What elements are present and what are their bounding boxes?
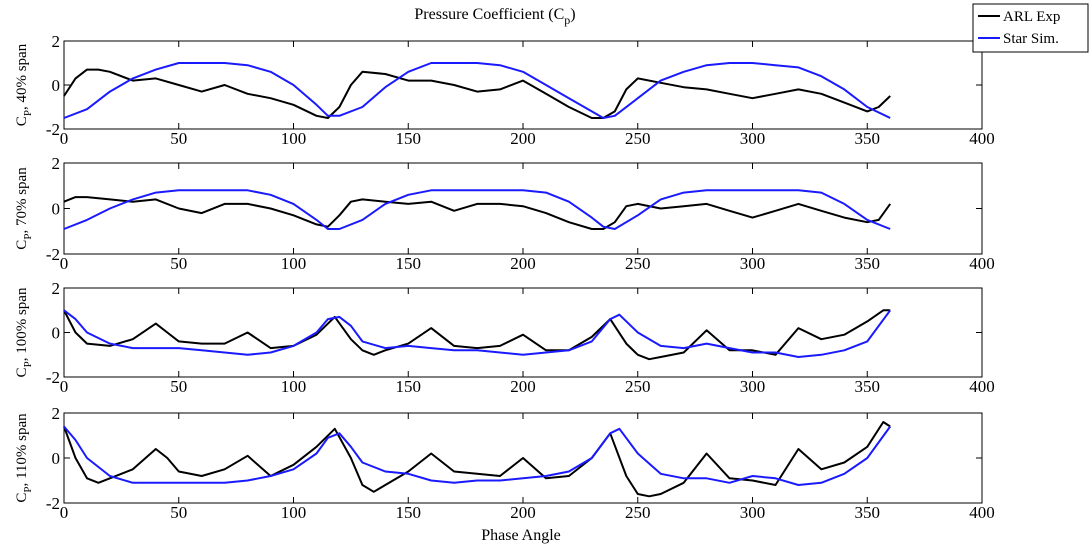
x-tick-label: 50 [170, 503, 187, 522]
legend: ARL Exp Star Sim. [972, 3, 1089, 53]
y-tick-label: -2 [46, 494, 60, 513]
title-main: Pressure Coefficient (C [414, 6, 564, 23]
x-tick-label: 350 [855, 377, 881, 396]
x-tick-label: 150 [396, 503, 422, 522]
y-label-subscript: P [22, 487, 34, 493]
legend-label-star-sim: Star Sim. [1003, 31, 1059, 47]
y-tick-label: 0 [52, 76, 61, 95]
y-label-rest: , 110% span [14, 413, 30, 487]
y-axis-label: CP, 70% span [14, 167, 34, 250]
x-tick-label: 50 [170, 254, 187, 273]
x-tick-label: 200 [510, 254, 536, 273]
y-tick-label: 2 [52, 154, 61, 173]
x-tick-label: 0 [60, 254, 69, 273]
x-tick-label: 0 [60, 503, 69, 522]
x-tick-label: 100 [281, 503, 307, 522]
x-tick-label: 200 [510, 377, 536, 396]
x-tick-label: 250 [625, 129, 651, 148]
series-line-arl-exp [63, 309, 891, 361]
x-tick-label: 50 [170, 129, 187, 148]
x-tick-label: 150 [396, 377, 422, 396]
x-tick-label: 300 [740, 129, 766, 148]
y-label-rest: , 70% span [14, 167, 30, 234]
x-tick-label: 350 [855, 129, 881, 148]
y-tick-label: -2 [46, 120, 60, 139]
legend-label-arl-exp: ARL Exp [1003, 9, 1060, 25]
y-axis-label: CP, 110% span [14, 413, 34, 503]
x-tick-label: 50 [170, 377, 187, 396]
x-tick-label: 350 [855, 503, 881, 522]
x-tick-label: 400 [969, 377, 995, 396]
x-tick-label: 100 [281, 377, 307, 396]
legend-box [972, 3, 1089, 53]
figure-title: Pressure Coefficient (Cp) [414, 6, 575, 27]
series-line-star-sim [63, 425, 892, 486]
x-tick-label: 200 [510, 129, 536, 148]
series-line-star-sim [63, 189, 891, 230]
x-tick-label: 400 [969, 129, 995, 148]
y-label-rest: , 40% span [14, 43, 30, 110]
x-tick-label: 400 [969, 503, 995, 522]
y-label-main: C [14, 367, 30, 377]
x-tick-label: 300 [740, 377, 766, 396]
title-subscript: p [564, 13, 570, 27]
axes-frame [63, 40, 983, 130]
y-label-main: C [14, 493, 30, 503]
y-tick-label: -2 [46, 245, 60, 264]
series-line-star-sim [63, 309, 892, 358]
y-label-subscript: P [22, 234, 34, 240]
x-tick-label: 200 [510, 503, 536, 522]
x-tick-label: 100 [281, 129, 307, 148]
y-tick-label: 2 [52, 279, 61, 298]
axes-frame [63, 287, 983, 378]
axes-frame [63, 162, 983, 255]
y-tick-label: 0 [52, 324, 61, 343]
y-tick-label: 2 [52, 32, 61, 51]
x-tick-label: 150 [396, 254, 422, 273]
y-tick-label: 0 [52, 200, 61, 219]
x-tick-label: 350 [855, 254, 881, 273]
y-label-main: C [14, 240, 30, 250]
x-tick-label: 250 [625, 503, 651, 522]
series-line-arl-exp [63, 68, 891, 119]
x-tick-label: 150 [396, 129, 422, 148]
y-label-subscript: P [22, 361, 34, 367]
series-line-star-sim [63, 62, 891, 119]
y-axis-label: CP, 40% span [14, 43, 34, 126]
x-axis-label: Phase Angle [481, 527, 561, 544]
y-axis-label: CP, 100% span [14, 287, 34, 377]
y-tick-label: -2 [46, 368, 60, 387]
y-label-subscript: P [22, 110, 34, 116]
x-tick-label: 300 [740, 254, 766, 273]
x-tick-label: 100 [281, 254, 307, 273]
series-line-arl-exp [63, 196, 892, 230]
x-tick-label: 300 [740, 503, 766, 522]
y-tick-label: 0 [52, 449, 61, 468]
y-label-rest: , 100% span [14, 287, 30, 361]
x-tick-label: 400 [969, 254, 995, 273]
x-tick-label: 250 [625, 377, 651, 396]
series-line-arl-exp [63, 421, 891, 498]
x-tick-label: 250 [625, 254, 651, 273]
x-tick-label: 0 [60, 129, 69, 148]
y-label-main: C [14, 116, 30, 126]
x-tick-label: 0 [60, 377, 69, 396]
y-tick-label: 2 [52, 404, 61, 423]
title-close: ) [570, 6, 575, 23]
